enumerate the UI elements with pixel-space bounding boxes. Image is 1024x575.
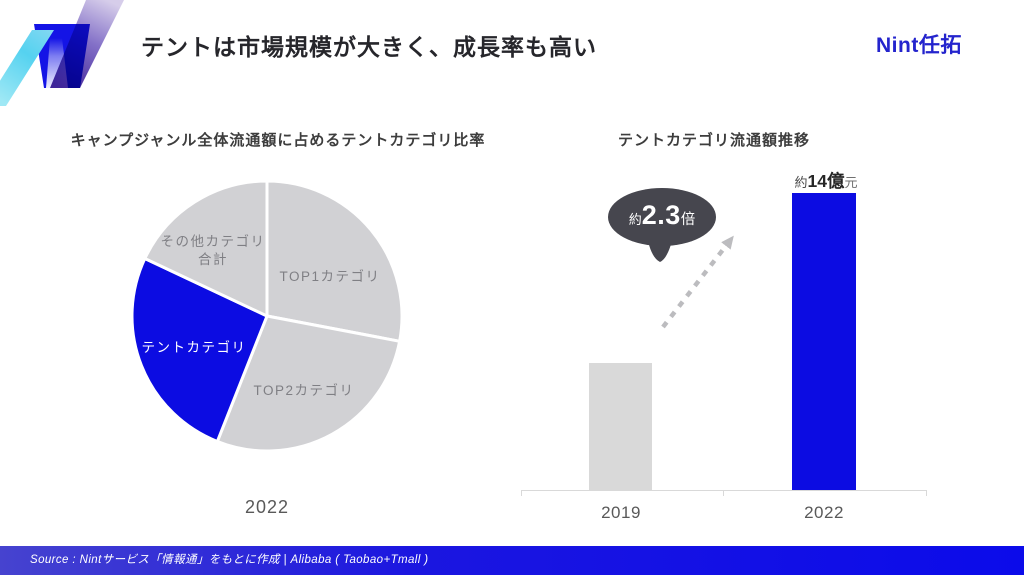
trend-arrow-icon (661, 235, 734, 329)
brand-logo: Nint任拓 (876, 34, 962, 57)
nint-logo-icon (0, 0, 124, 106)
pie-chart: TOP1カテゴリ TOP2カテゴリ テントカテゴリ その他カテゴリ 合計 (122, 171, 412, 461)
axis-tick (521, 491, 522, 496)
pie-svg (130, 179, 404, 453)
x-axis (521, 490, 927, 491)
footer-bar: Source : Nintサービス「情報通」をもとに作成 | Alibaba (… (0, 546, 1024, 575)
axis-tick (723, 491, 724, 496)
pie-label-top2: TOP2カテゴリ (253, 382, 355, 398)
growth-bubble-label: 約2.3倍 (628, 200, 696, 230)
x-label-2022: 2022 (804, 503, 844, 522)
x-label-2019: 2019 (601, 503, 641, 522)
pie-year-caption: 2022 (244, 497, 290, 517)
pie-label-other: その他カテゴリ 合計 (160, 233, 266, 267)
page-title: テントは市場規模が大きく、成長率も高い (141, 34, 597, 60)
source-text: Source : Nintサービス「情報通」をもとに作成 | Alibaba (… (30, 554, 429, 566)
bar-2019 (589, 363, 652, 491)
pie-chart-title: キャンプジャンル全体流通額に占めるテントカテゴリ比率 (70, 132, 486, 149)
bar-value-label: 約14億元 (794, 171, 858, 191)
pie-label-tent: テントカテゴリ (141, 339, 247, 355)
pie-label-top1: TOP1カテゴリ (279, 268, 381, 284)
bar-2022 (792, 193, 856, 491)
bar-chart (521, 160, 927, 496)
axis-tick (926, 491, 927, 496)
bar-chart-title: テントカテゴリ流通額推移 (617, 132, 810, 149)
growth-bubble (608, 188, 716, 262)
